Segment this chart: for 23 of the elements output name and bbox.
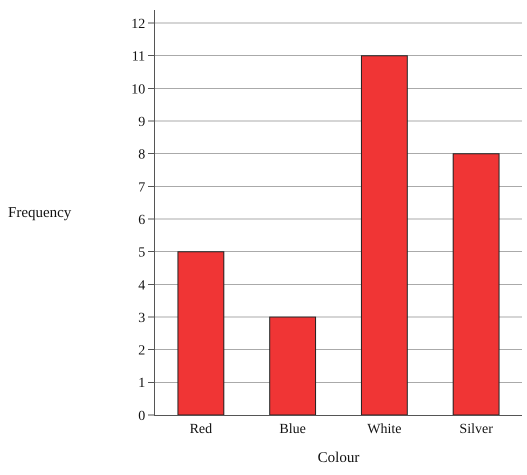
bar — [177, 251, 224, 415]
bar — [452, 153, 500, 415]
y-tick-label: 2 — [138, 344, 146, 359]
y-tick-label: 7 — [138, 180, 146, 196]
x-tick-label: Blue — [279, 422, 306, 437]
y-tick-label: 9 — [138, 114, 146, 130]
y-tick-label: 8 — [138, 148, 146, 163]
y-tick-label: 4 — [138, 278, 146, 294]
x-axis-title: Colour — [318, 450, 360, 466]
x-tick-label: White — [367, 422, 402, 437]
x-tick-label: Red — [190, 422, 212, 437]
x-tick-label: Silver — [459, 422, 494, 437]
y-tick-label: 10 — [131, 82, 146, 98]
y-tick-label: 3 — [138, 310, 146, 326]
y-tick-label: 5 — [138, 246, 146, 261]
bar — [360, 55, 408, 415]
y-axis-title: Frequency — [8, 205, 72, 221]
y-tick-label: 0 — [138, 408, 146, 424]
y-tick-label: 11 — [132, 50, 146, 65]
y-tick-label: 6 — [138, 212, 146, 228]
y-tick-label: 12 — [131, 16, 146, 32]
y-tick-label: 1 — [138, 376, 146, 392]
bar — [269, 316, 316, 415]
